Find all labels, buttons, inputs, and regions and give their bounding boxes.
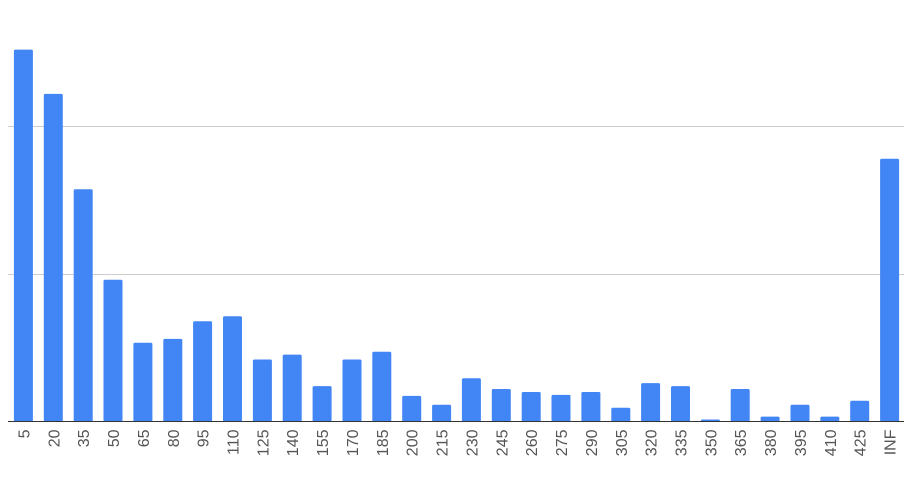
x-tick-label-140: 140 [285, 429, 302, 456]
x-tick-label-50: 50 [106, 429, 123, 447]
x-tick-label-125: 125 [255, 429, 272, 456]
bar-305 [611, 407, 631, 422]
bar-320 [641, 383, 661, 422]
bar-INF [880, 158, 900, 422]
bar-155 [312, 386, 332, 422]
x-tick-label-200: 200 [405, 429, 422, 456]
bar-335 [671, 386, 690, 422]
x-tick-label-80: 80 [166, 429, 183, 447]
x-tick-label-65: 65 [136, 429, 153, 447]
x-tick-label-425: 425 [853, 429, 870, 456]
bar-395 [790, 404, 810, 422]
bar-170 [342, 359, 362, 422]
x-tick-label-215: 215 [435, 429, 452, 456]
bar-20 [43, 93, 63, 422]
bar-200 [402, 395, 422, 422]
bar-110 [223, 316, 242, 422]
x-tick-label-365: 365 [733, 429, 750, 456]
x-tick-label-INF: INF [883, 429, 900, 455]
x-tick-label-305: 305 [614, 429, 631, 456]
x-tick-label-110: 110 [226, 429, 243, 455]
x-tick-label-155: 155 [315, 429, 332, 456]
bar-185 [372, 351, 392, 422]
x-tick-label-380: 380 [763, 429, 780, 456]
x-tick-label-260: 260 [524, 429, 541, 456]
x-tick-label-185: 185 [375, 429, 392, 456]
bar-230 [461, 378, 481, 422]
x-tick-label-350: 350 [703, 429, 720, 456]
bars [13, 49, 900, 422]
x-tick-label-35: 35 [76, 429, 93, 447]
x-tick-label-320: 320 [644, 429, 661, 456]
bar-245 [491, 389, 511, 422]
x-tick-labels: 5 20 35 50 65 80 95 110 125 140 155 170 185 200 215 230… [16, 429, 899, 456]
bar-65 [133, 342, 153, 422]
bar-140 [282, 354, 302, 422]
x-tick-label-410: 410 [823, 429, 840, 456]
x-tick-label-275: 275 [554, 429, 571, 456]
gridlines [8, 126, 904, 275]
x-tick-label-5: 5 [16, 429, 33, 438]
bar-50 [103, 279, 123, 422]
x-tick-label-20: 20 [46, 429, 63, 447]
bar-410 [820, 416, 840, 422]
bar-125 [252, 359, 272, 422]
x-tick-label-290: 290 [584, 429, 601, 456]
x-tick-label-230: 230 [464, 429, 481, 456]
bar-35 [73, 189, 93, 422]
x-tick-label-95: 95 [196, 429, 213, 447]
x-tick-label-395: 395 [793, 429, 810, 456]
bar-5 [13, 49, 33, 422]
bar-425 [850, 400, 870, 422]
bar-365 [730, 389, 750, 422]
bar-95 [193, 321, 213, 422]
x-tick-label-170: 170 [345, 429, 362, 456]
bar-380 [760, 416, 780, 422]
x-tick-label-245: 245 [494, 429, 511, 456]
bar-215 [432, 404, 452, 422]
bar-290 [581, 392, 601, 422]
bar-275 [551, 394, 571, 422]
bar-80 [163, 338, 183, 422]
bar-260 [521, 392, 541, 422]
x-tick-label-335: 335 [674, 429, 691, 456]
